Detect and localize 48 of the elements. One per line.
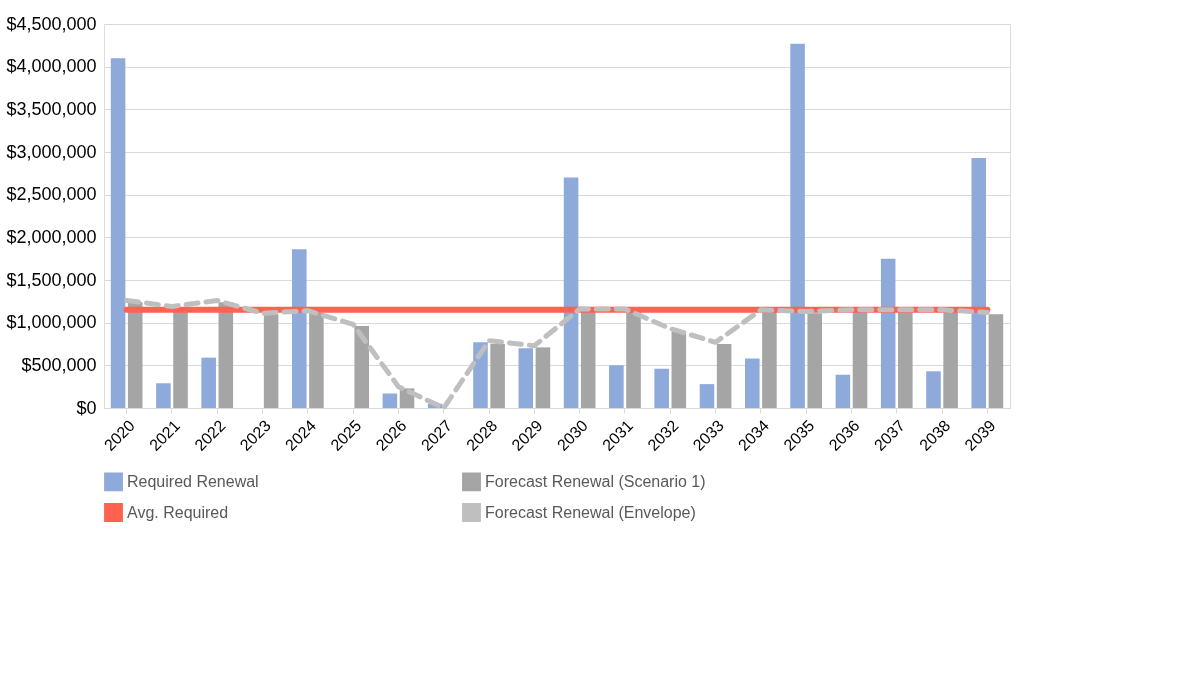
- y-tick-label: $4,500,000: [6, 13, 97, 34]
- bar: [563, 177, 579, 408]
- bar: [762, 311, 777, 408]
- y-tick-label: $1,500,000: [6, 269, 97, 290]
- bar: [988, 314, 1004, 408]
- bar: [790, 43, 805, 408]
- y-tick-label: $1,000,000: [6, 312, 97, 333]
- bar: [156, 383, 171, 408]
- bar: [127, 302, 143, 408]
- legend-label: Required Renewal: [127, 472, 259, 490]
- bar: [835, 374, 851, 408]
- bar: [971, 157, 987, 408]
- bar: [654, 368, 669, 408]
- bar: [263, 314, 279, 408]
- y-tick-label: $4,000,000: [6, 56, 97, 77]
- bar: [744, 358, 760, 408]
- bar: [671, 331, 687, 408]
- bar: [880, 258, 896, 408]
- legend-label: Forecast Renewal (Scenario 1): [485, 472, 706, 490]
- bar: [716, 344, 732, 408]
- bar: [382, 393, 398, 408]
- legend-label: Forecast Renewal (Envelope): [485, 503, 696, 521]
- bar: [354, 326, 370, 408]
- bar: [490, 344, 505, 408]
- y-tick-label: $3,500,000: [6, 98, 97, 119]
- legend-label: Avg. Required: [127, 503, 229, 521]
- y-tick-label: $500,000: [21, 354, 97, 375]
- bar: [292, 249, 307, 408]
- y-tick-label: $2,000,000: [6, 226, 97, 247]
- bar: [173, 311, 188, 408]
- bar: [626, 311, 641, 408]
- bar: [898, 311, 913, 408]
- bar: [110, 58, 126, 408]
- y-tick-label: $0: [76, 397, 97, 418]
- bar: [943, 311, 958, 408]
- bar: [609, 365, 624, 408]
- bar: [580, 311, 596, 408]
- bar: [535, 347, 551, 408]
- bar: [852, 311, 868, 408]
- bar: [201, 357, 216, 408]
- bar: [309, 312, 324, 408]
- bar: [473, 342, 488, 408]
- y-tick-label: $2,500,000: [6, 184, 97, 205]
- bar: [926, 371, 941, 408]
- y-tick-label: $3,000,000: [6, 141, 97, 162]
- bar: [518, 348, 534, 408]
- bar: [699, 384, 715, 408]
- bar: [807, 313, 823, 408]
